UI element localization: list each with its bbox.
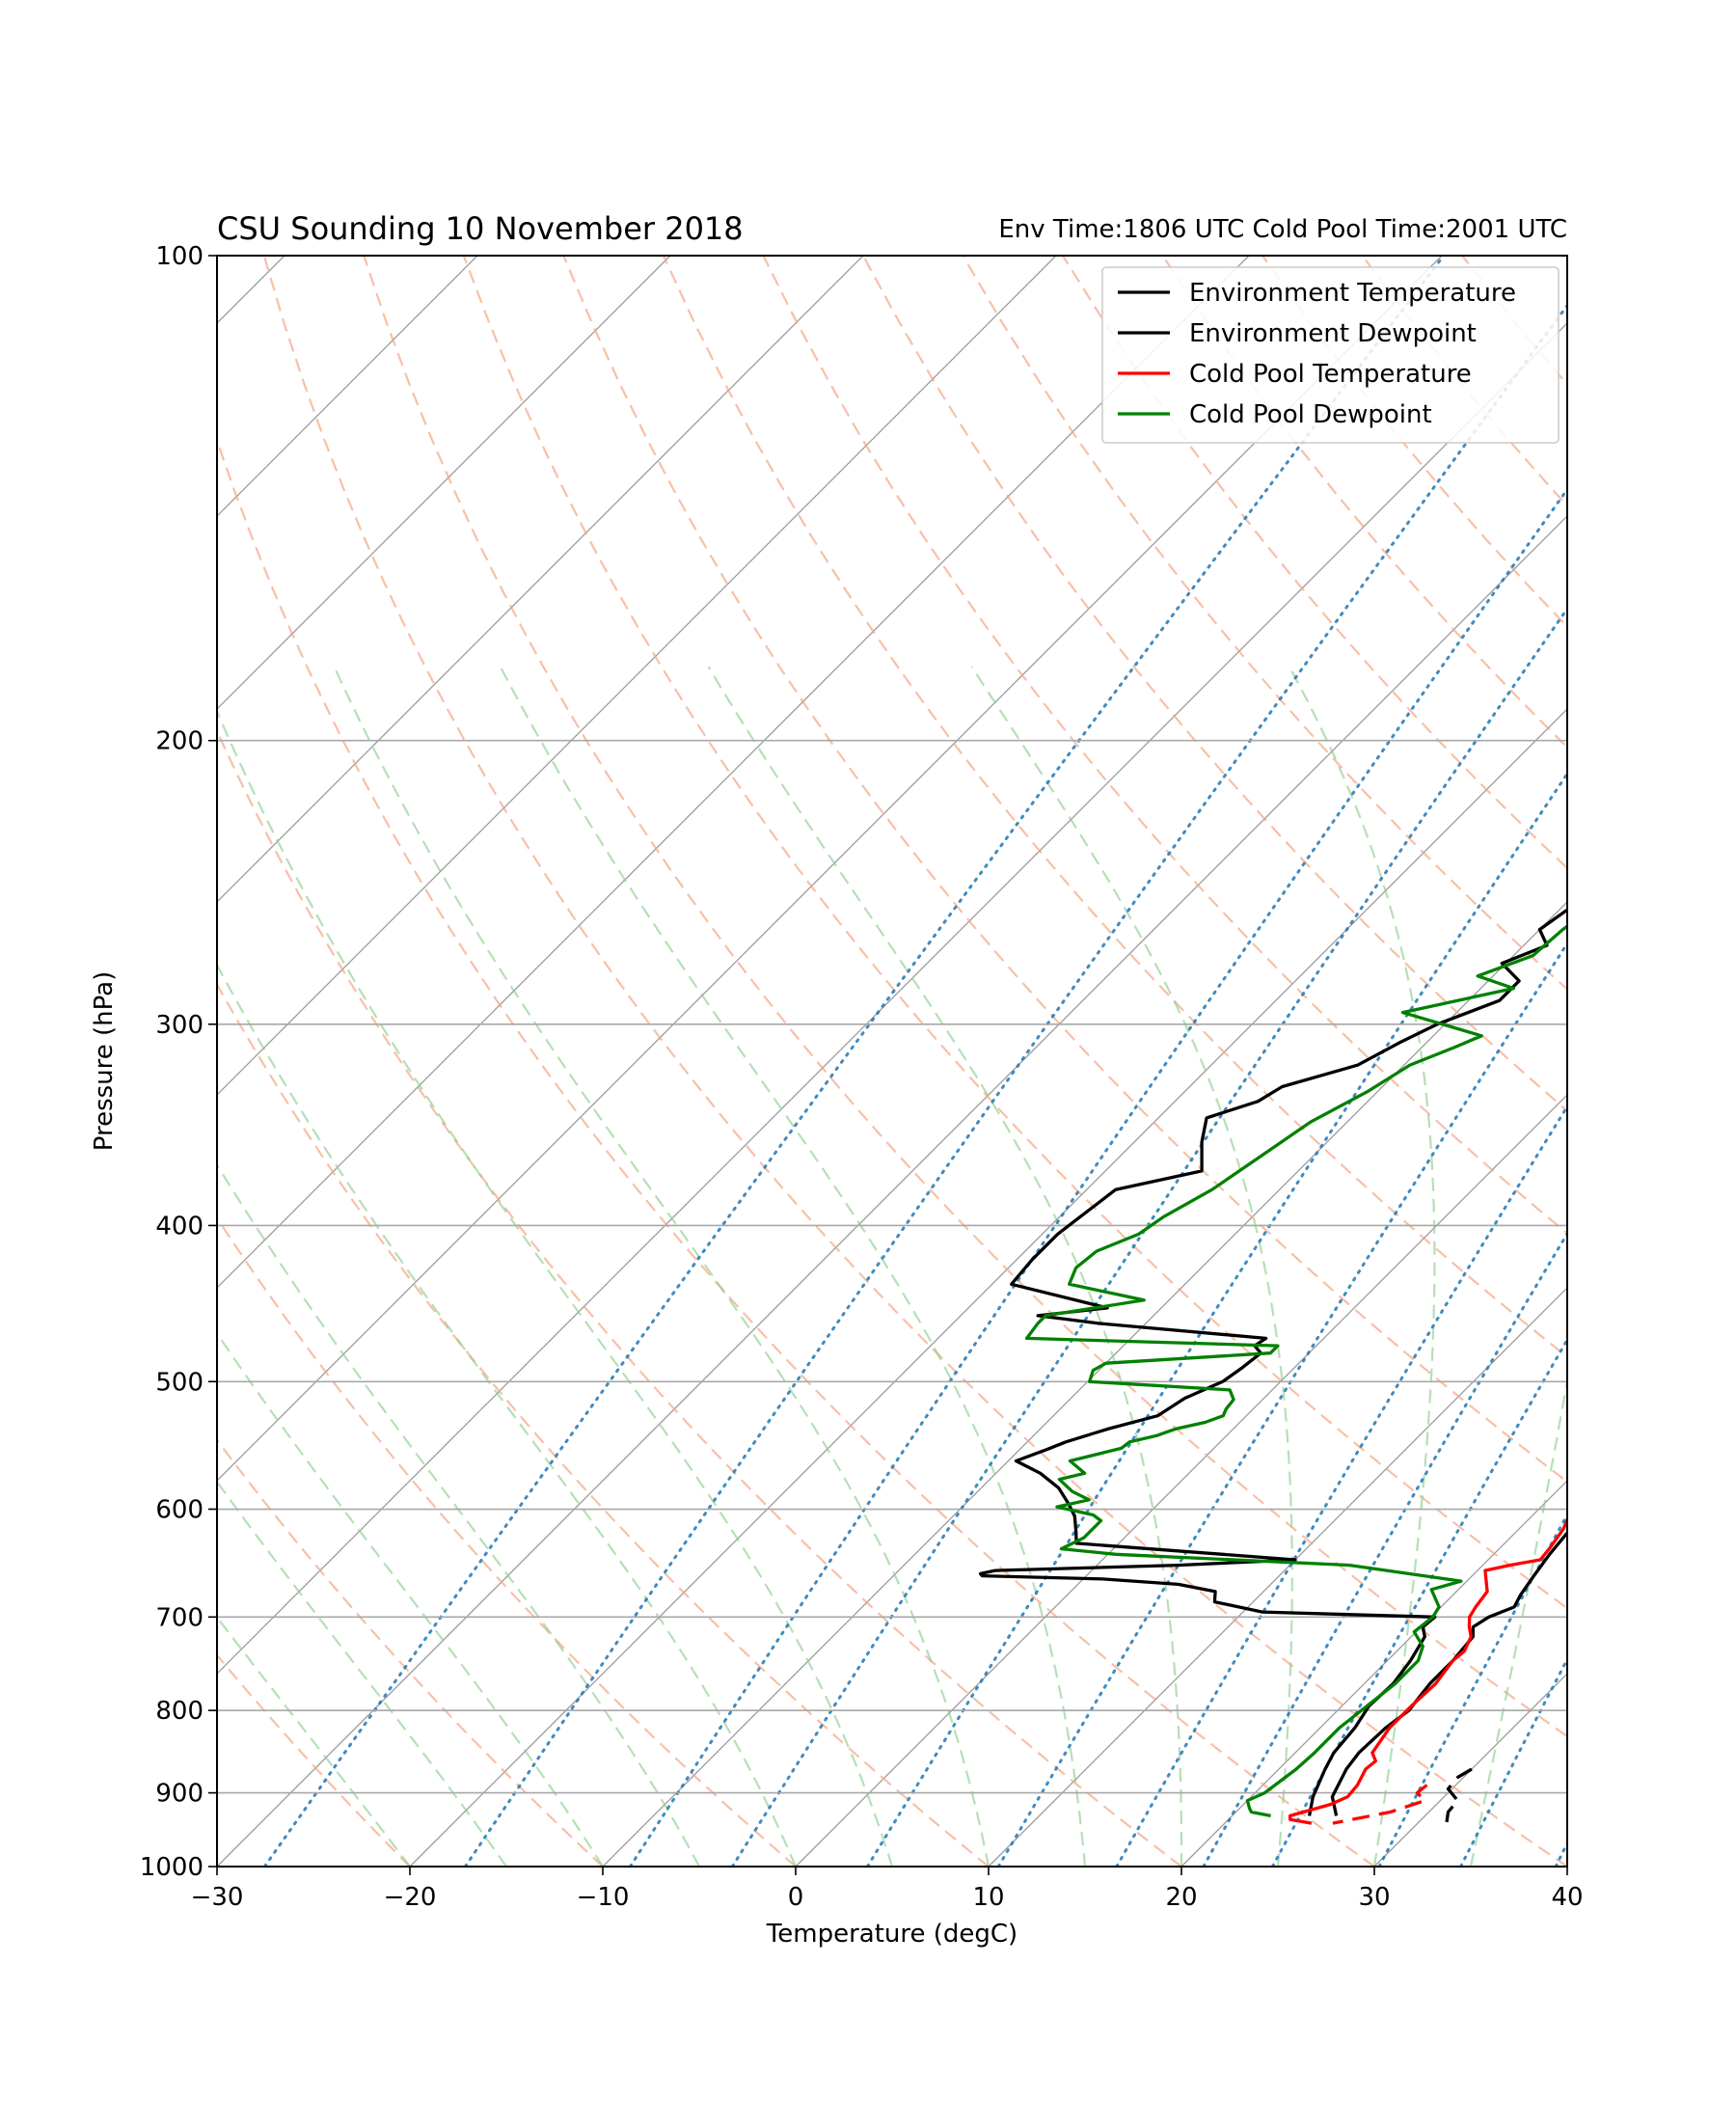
y-tick-label: 900 [155,1780,203,1809]
dry-adiabat-line [1163,256,1736,1867]
series-line-environment-temperature-surface-segment [1447,1769,1472,1823]
y-tick-label: 600 [155,1496,203,1525]
legend-label: Environment Temperature [1189,279,1516,308]
mixing-ratio-line [1379,256,1736,1867]
y-tick-label: 400 [155,1212,203,1241]
x-tick-label: 0 [788,1883,804,1912]
legend-label: Cold Pool Temperature [1189,360,1472,389]
moist-adiabat-line [709,667,1181,1867]
dry-adiabat-line [464,256,1736,1867]
x-axis-label: Temperature (degC) [766,1920,1017,1949]
dry-adiabat-line [763,256,1736,1867]
mixing-ratio-line [1272,256,1736,1867]
moist-adiabat-line [1567,667,1736,1867]
moist-adiabat-line [0,667,699,1867]
dry-adiabat-line [1462,256,1736,1867]
dry-adiabat-line [0,256,796,1867]
legend-label: Cold Pool Dewpoint [1189,400,1432,429]
series-line-cold-pool-temperature [1290,366,1736,1823]
moist-adiabat-line [1664,667,1736,1867]
y-tick-label: 500 [155,1368,203,1397]
dry-adiabat-line [1262,256,1736,1867]
x-tick-label: −20 [384,1883,437,1912]
dry-adiabat-line [1063,256,1736,1867]
y-tick-label: 200 [155,727,203,756]
sounding-traces [981,256,1736,1823]
x-tick-label: 20 [1165,1883,1197,1912]
moist-adiabat-line [0,667,410,1867]
legend-label: Environment Dewpoint [1189,319,1477,348]
mixing-ratio-line [1461,256,1736,1867]
isotherm-line [0,256,863,1867]
series-line-cold-pool-temperature-surface-segment [1333,1786,1427,1824]
dry-adiabat-line [0,256,989,1867]
dry-adiabat-line [1562,256,1736,1867]
dry-adiabat-line [0,256,410,1867]
y-tick-label: 300 [155,1011,203,1040]
isotherm-line [217,256,1736,1867]
dry-adiabat-line [963,256,1736,1867]
dry-adiabat-line [164,256,1374,1867]
chart-subtitle: Env Time:1806 UTC Cold Pool Time:2001 UT… [998,215,1567,244]
y-tick-label: 800 [155,1697,203,1726]
dry-adiabat-line [1662,256,1736,1867]
isotherm-line [1374,256,1736,1867]
mixing-ratio-line [867,256,1736,1867]
legend: Environment Temperature Environment Dewpo… [1102,267,1559,443]
isotherm-line [410,256,1736,1867]
chart-title: CSU Sounding 10 November 2018 [217,210,744,247]
moist-adiabat-line [85,667,796,1867]
x-tick-label: 30 [1358,1883,1390,1912]
y-tick-label: 700 [155,1603,203,1632]
series-line-cold-pool-dewpoint [1027,377,1736,1815]
dry-adiabat-line [863,256,1736,1867]
x-tick-label: 40 [1551,1883,1583,1912]
x-tick-label: 10 [972,1883,1004,1912]
isotherm-line [1181,256,1736,1867]
isotherm-line [24,256,1635,1867]
dry-adiabat-line [264,256,1567,1867]
mixing-ratio-line [630,256,1734,1867]
y-tick-label: 1000 [140,1853,203,1882]
isotherm-line [0,256,285,1867]
dry-adiabat-line [65,256,1181,1867]
y-tick-label: 100 [155,242,203,271]
isotherm-line [796,256,1736,1867]
isotherm-line [0,256,92,1867]
dry-adiabat-line [364,256,1736,1867]
y-axis-label: Pressure (hPa) [90,971,119,1152]
moist-adiabat-line [0,667,603,1867]
isotherm-line [1567,256,1736,1867]
x-tick-label: −30 [191,1883,244,1912]
mixing-ratio-line [1556,256,1736,1867]
moist-adiabat-line [199,667,892,1867]
moist-adiabat-line [972,667,1292,1867]
mixing-ratio-line [1631,256,1736,1867]
moist-adiabat-line [335,667,989,1867]
isotherm-line [0,256,477,1867]
x-tick-label: −10 [577,1883,630,1912]
mixing-ratio-line [264,256,1444,1867]
